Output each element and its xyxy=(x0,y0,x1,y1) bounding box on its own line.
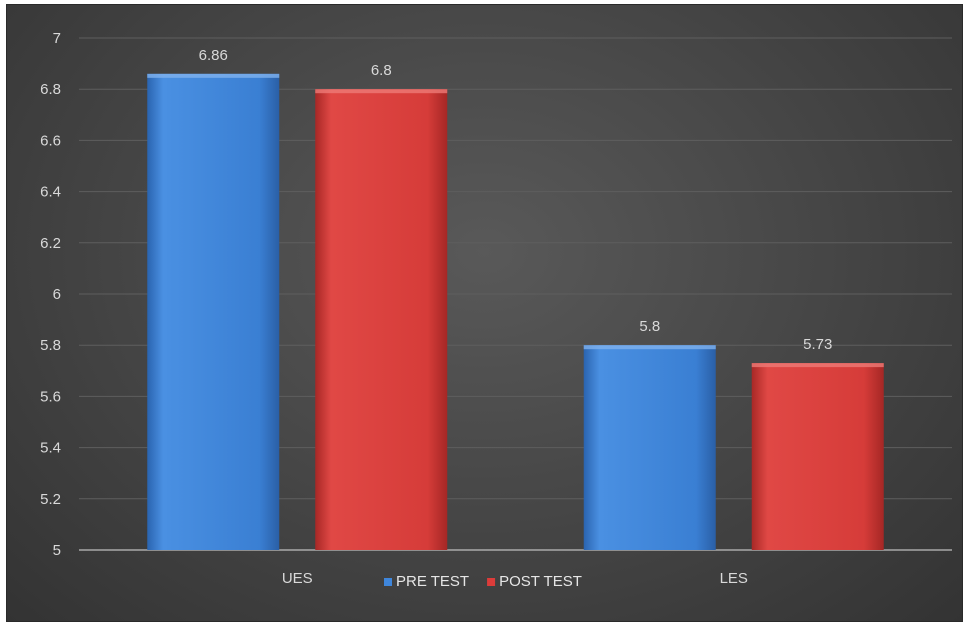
data-label: 5.73 xyxy=(803,336,832,353)
bar-pre-test-ues xyxy=(147,73,280,550)
category-label: LES xyxy=(720,570,748,587)
y-tick-label: 5.4 xyxy=(40,440,61,457)
y-tick-label: 6.2 xyxy=(40,235,61,252)
y-tick-label: 5.2 xyxy=(40,491,61,508)
bar-top-highlight xyxy=(147,73,280,78)
legend-swatch xyxy=(384,578,392,586)
bar-body xyxy=(583,345,716,550)
bar-body xyxy=(315,89,448,550)
y-axis-tick-labels: 5 5.2 5.4 5.6 5.8 6 6.2 6.4 6.6 6.8 7 xyxy=(40,30,61,559)
legend-label: PRE TEST xyxy=(396,573,469,590)
y-tick-label: 5.8 xyxy=(40,337,61,354)
bar-pre-test-les xyxy=(583,345,716,550)
legend-label: POST TEST xyxy=(499,573,582,590)
bars xyxy=(147,73,884,550)
legend-swatch xyxy=(487,578,496,586)
bar-body xyxy=(751,363,884,550)
bar-top-highlight xyxy=(751,363,884,368)
bar-top-highlight xyxy=(315,89,448,94)
bar-chart: 5 5.2 5.4 5.6 5.8 6 6.2 6.4 6.6 6.8 7 6.86 6.8 5.8 5.… xyxy=(40,30,952,590)
legend: PRE TEST POST TEST xyxy=(384,573,582,590)
y-tick-label: 7 xyxy=(53,30,61,47)
bar-post-test-ues xyxy=(315,89,448,550)
legend-item: PRE TEST xyxy=(384,573,469,590)
y-tick-label: 6 xyxy=(53,286,61,303)
y-tick-label: 5.6 xyxy=(40,388,61,405)
data-label: 6.86 xyxy=(199,47,228,64)
y-tick-label: 6.8 xyxy=(40,81,61,98)
y-tick-label: 6.4 xyxy=(40,184,61,201)
bar-top-highlight xyxy=(583,345,716,350)
x-axis-category-labels: UES LES xyxy=(282,570,748,587)
chart-area: 5 5.2 5.4 5.6 5.8 6 6.2 6.4 6.6 6.8 7 6.86 6.8 5.8 5.… xyxy=(6,4,963,622)
y-tick-label: 6.6 xyxy=(40,132,61,149)
data-labels: 6.86 6.8 5.8 5.73 xyxy=(199,47,833,353)
data-label: 6.8 xyxy=(371,62,392,79)
bar-body xyxy=(147,73,280,550)
bar-post-test-les xyxy=(751,363,884,550)
y-tick-label: 5 xyxy=(53,542,61,559)
category-label: UES xyxy=(282,570,313,587)
legend-item: POST TEST xyxy=(487,573,582,590)
data-label: 5.8 xyxy=(639,318,660,335)
